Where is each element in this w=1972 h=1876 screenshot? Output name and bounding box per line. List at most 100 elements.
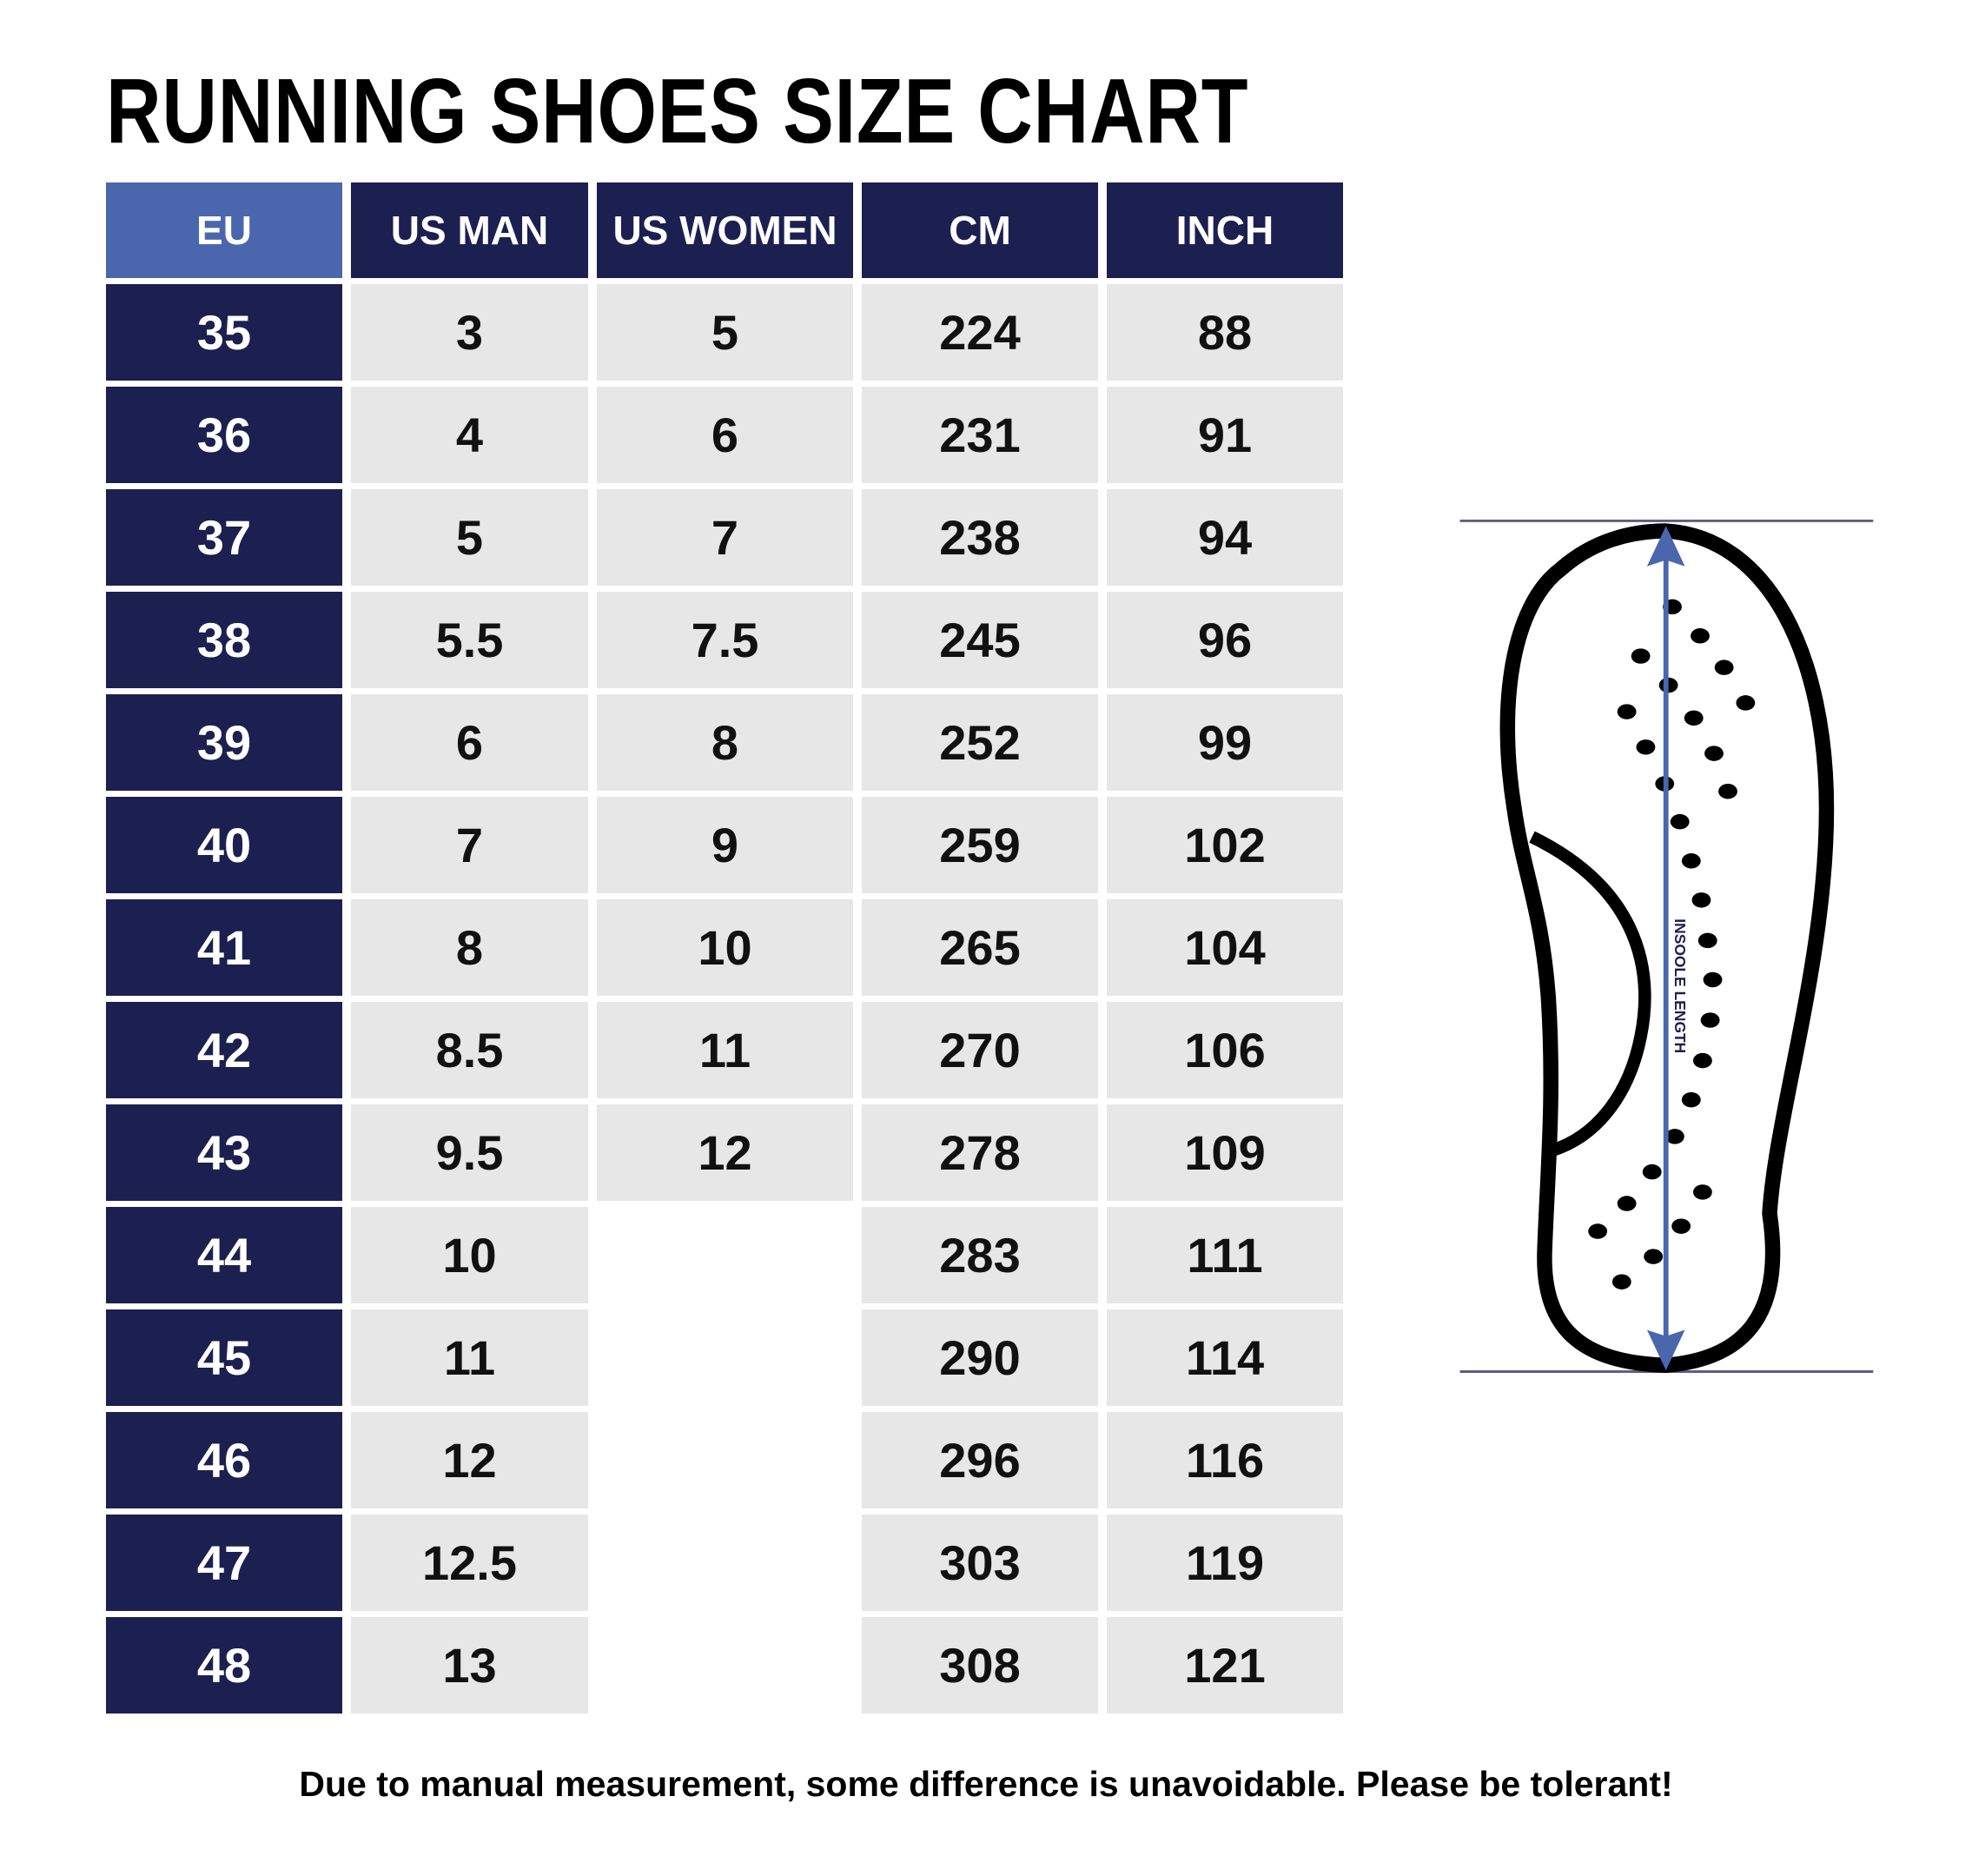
insole-dot <box>1714 660 1734 675</box>
cell-cm: 290 <box>862 1309 1098 1406</box>
eu-size-cell: 47 <box>106 1515 342 1611</box>
arrow-down-icon <box>1646 1329 1685 1371</box>
eu-size-cell: 46 <box>106 1412 342 1508</box>
cell-us-women: 8 <box>597 694 853 791</box>
cell-us-man: 5 <box>351 489 588 586</box>
cell-inch: 114 <box>1107 1309 1343 1406</box>
eu-size-cell: 39 <box>106 694 342 791</box>
cell-cm: 245 <box>862 592 1098 688</box>
eu-size-cell: 38 <box>106 592 342 688</box>
cell-us-man: 6 <box>351 694 588 791</box>
column-header-inch: INCH <box>1107 182 1343 278</box>
cell-cm: 224 <box>862 284 1098 381</box>
cell-inch: 99 <box>1107 694 1343 791</box>
column-header-us-man: US MAN <box>351 182 588 278</box>
cell-us-women <box>597 1412 853 1508</box>
cell-inch: 119 <box>1107 1515 1343 1611</box>
cell-inch: 116 <box>1107 1412 1343 1508</box>
cell-cm: 303 <box>862 1515 1098 1611</box>
cell-inch: 121 <box>1107 1617 1343 1714</box>
cell-us-man: 3 <box>351 284 588 381</box>
insole-length-label: INSOOLE LENGTH <box>1671 918 1689 1053</box>
eu-size-cell: 35 <box>106 284 342 381</box>
cell-us-women: 5 <box>597 284 853 381</box>
cell-us-man: 8 <box>351 899 588 996</box>
insole-dot <box>1703 971 1723 988</box>
shoe-insole-outline-icon <box>1499 523 1835 1373</box>
eu-size-cell: 48 <box>106 1617 342 1714</box>
cell-us-man: 11 <box>351 1309 588 1406</box>
cell-us-women: 10 <box>597 899 853 996</box>
cell-inch: 94 <box>1107 489 1343 586</box>
insole-dots <box>1588 599 1756 1289</box>
cell-inch: 109 <box>1107 1104 1343 1201</box>
insole-dot <box>1642 1163 1662 1180</box>
cell-cm: 278 <box>862 1104 1098 1201</box>
cell-cm: 259 <box>862 797 1098 893</box>
cell-cm: 238 <box>862 489 1098 586</box>
cell-us-women: 12 <box>597 1104 853 1201</box>
insole-dot <box>1671 1218 1691 1234</box>
cell-us-man: 12.5 <box>351 1515 588 1611</box>
insole-dot <box>1636 739 1656 755</box>
column-header-cm: CM <box>862 182 1098 278</box>
arrow-up-icon <box>1646 526 1685 567</box>
insole-dot <box>1691 892 1711 908</box>
cell-us-women: 9 <box>597 797 853 893</box>
insole-dot <box>1700 1012 1720 1028</box>
insole-dot <box>1684 710 1704 726</box>
cell-cm: 283 <box>862 1207 1098 1303</box>
cell-us-women: 11 <box>597 1002 853 1098</box>
cell-us-women <box>597 1617 853 1714</box>
column-header-us-women: US WOMEN <box>597 182 853 278</box>
insole-dot <box>1658 677 1678 693</box>
eu-size-cell: 37 <box>106 489 342 586</box>
insole-dot <box>1697 932 1717 949</box>
insole-dot <box>1692 1052 1712 1069</box>
cell-us-man: 13 <box>351 1617 588 1714</box>
arch-outline <box>1529 831 1651 1157</box>
eu-size-cell: 42 <box>106 1002 342 1098</box>
cell-us-women: 6 <box>597 387 853 483</box>
insole-dot <box>1691 628 1710 644</box>
insole-dot <box>1611 1274 1631 1289</box>
cell-us-women <box>597 1207 853 1303</box>
insole-dot <box>1664 1129 1684 1144</box>
cell-inch: 96 <box>1107 592 1343 688</box>
insole-dot <box>1631 648 1651 664</box>
cell-inch: 111 <box>1107 1207 1343 1303</box>
cell-inch: 106 <box>1107 1002 1343 1098</box>
cell-inch: 88 <box>1107 284 1343 381</box>
cell-us-man: 7 <box>351 797 588 893</box>
eu-size-cell: 36 <box>106 387 342 483</box>
eu-size-cell: 44 <box>106 1207 342 1303</box>
eu-size-cell: 41 <box>106 899 342 996</box>
insole-dot <box>1655 776 1675 792</box>
cell-us-man: 9.5 <box>351 1104 588 1201</box>
cell-cm: 265 <box>862 899 1098 996</box>
cell-us-women <box>597 1515 853 1611</box>
insole-dot <box>1617 1196 1637 1211</box>
cell-cm: 296 <box>862 1412 1098 1508</box>
cell-cm: 252 <box>862 694 1098 791</box>
cell-us-women: 7 <box>597 489 853 586</box>
cell-cm: 308 <box>862 1617 1098 1714</box>
insole-dot <box>1704 746 1724 761</box>
cell-us-women <box>597 1309 853 1406</box>
cell-us-women: 7.5 <box>597 592 853 688</box>
disclaimer-note: Due to manual measurement, some differen… <box>299 1764 1673 1804</box>
cell-us-man: 4 <box>351 387 588 483</box>
cell-us-man: 10 <box>351 1207 588 1303</box>
cell-us-man: 12 <box>351 1412 588 1508</box>
eu-size-cell: 43 <box>106 1104 342 1201</box>
cell-inch: 102 <box>1107 797 1343 893</box>
cell-us-man: 8.5 <box>351 1002 588 1098</box>
cell-inch: 104 <box>1107 899 1343 996</box>
column-header-eu: EU <box>106 182 342 278</box>
insole-dot <box>1718 784 1737 799</box>
cell-cm: 270 <box>862 1002 1098 1098</box>
insole-dot <box>1736 695 1756 711</box>
cell-cm: 231 <box>862 387 1098 483</box>
insole-dot <box>1670 813 1690 830</box>
size-chart-table: EU US MAN US WOMEN CM INCH 35 3 5 224 88 36 4 6 231 91… <box>106 182 1343 1714</box>
